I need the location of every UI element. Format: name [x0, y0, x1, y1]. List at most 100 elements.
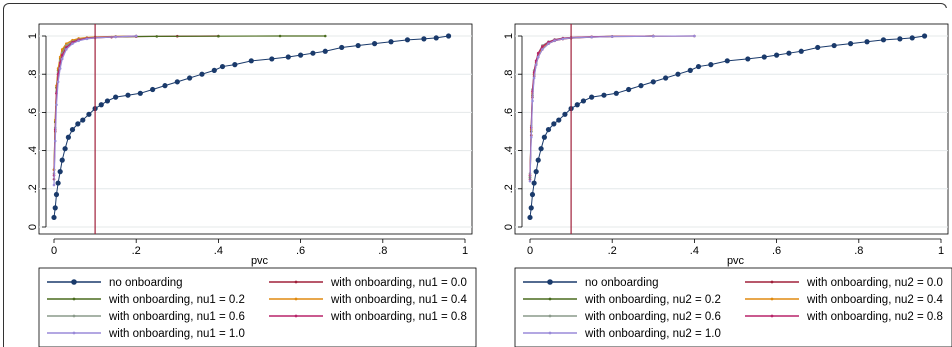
- data-point: [687, 67, 693, 73]
- x-tick-label: .2: [608, 245, 617, 257]
- data-point: [56, 80, 60, 84]
- x-tick-label: 0: [527, 245, 533, 257]
- data-point: [561, 37, 565, 41]
- legend-marker: [72, 297, 76, 301]
- data-point: [69, 126, 76, 133]
- data-point: [65, 48, 68, 51]
- data-point: [574, 102, 580, 108]
- legend-marker: [294, 297, 298, 301]
- data-point: [897, 36, 903, 42]
- legend-marker: [770, 314, 774, 318]
- data-point: [909, 35, 915, 41]
- data-point: [155, 35, 159, 38]
- y-tick-label: 1: [27, 33, 39, 39]
- data-point: [774, 52, 780, 58]
- data-point: [339, 44, 345, 51]
- legend-label: with onboarding, nu1 = 1.0: [108, 328, 245, 340]
- legend-marker: [548, 314, 552, 318]
- legend-marker: [72, 331, 76, 335]
- data-point: [533, 169, 539, 175]
- x-axis-label: pvc: [727, 255, 745, 267]
- data-point: [675, 71, 681, 77]
- x-axis-label: pvc: [251, 255, 269, 267]
- y-tick-label: .8: [27, 70, 39, 79]
- data-point: [538, 146, 544, 152]
- data-point: [232, 62, 238, 68]
- data-point: [536, 51, 540, 55]
- data-point: [745, 56, 751, 62]
- data-point: [150, 86, 156, 93]
- data-point: [137, 90, 143, 96]
- data-point: [211, 67, 217, 73]
- y-tick-label: .6: [503, 108, 515, 117]
- data-point: [278, 34, 282, 38]
- plot-area: [38, 23, 473, 235]
- data-point: [323, 34, 327, 38]
- legend-label: with onboarding, nu1 = 0.4: [330, 294, 467, 306]
- data-point: [65, 134, 71, 140]
- data-point: [529, 135, 533, 139]
- data-point: [298, 52, 304, 58]
- data-point: [880, 37, 887, 43]
- data-point: [134, 34, 138, 38]
- data-point: [626, 86, 632, 93]
- legend-box: [38, 267, 477, 347]
- data-point: [371, 41, 378, 47]
- data-point: [589, 94, 595, 100]
- data-point: [529, 191, 536, 198]
- data-point: [59, 157, 65, 163]
- x-tick-label: .4: [214, 245, 223, 257]
- legend-marker: [770, 280, 774, 284]
- data-point: [638, 83, 644, 89]
- x-tick-label: .6: [772, 245, 781, 257]
- legend-marker: [548, 297, 552, 301]
- data-point: [562, 111, 568, 117]
- data-point: [601, 92, 607, 98]
- data-point: [547, 42, 550, 45]
- data-point: [58, 67, 62, 70]
- data-point: [534, 63, 538, 66]
- data-point: [199, 71, 205, 77]
- data-point: [786, 50, 792, 56]
- data-point: [695, 63, 702, 70]
- data-point: [421, 36, 427, 42]
- data-point: [580, 98, 587, 104]
- legend-label: with onboarding, nu2 = 0.0: [806, 277, 943, 289]
- legend-label: with onboarding, nu2 = 0.6: [584, 311, 721, 323]
- legend-label: with onboarding, nu2 = 0.2: [584, 294, 721, 306]
- legend-label: with onboarding, nu1 = 0.8: [330, 311, 467, 323]
- data-point: [98, 102, 104, 108]
- data-point: [162, 83, 168, 89]
- plot-area: [514, 23, 949, 235]
- data-point: [528, 179, 532, 183]
- data-point: [80, 117, 86, 123]
- data-point: [404, 37, 411, 43]
- data-point: [217, 34, 220, 38]
- y-tick-label: .4: [503, 146, 515, 155]
- legend-label: with onboarding, nu2 = 0.4: [806, 294, 943, 306]
- data-point: [55, 103, 58, 107]
- data-point: [590, 35, 593, 39]
- data-point: [53, 191, 60, 198]
- data-point: [532, 76, 536, 80]
- data-point: [114, 35, 117, 39]
- data-point: [52, 183, 56, 187]
- data-point: [531, 99, 534, 103]
- data-point: [85, 37, 89, 41]
- data-point: [650, 79, 656, 85]
- data-point: [113, 94, 119, 100]
- legend-marker: [547, 279, 553, 285]
- y-tick-label: .2: [503, 184, 515, 193]
- data-point: [433, 35, 439, 41]
- data-point: [535, 157, 541, 163]
- data-point: [65, 42, 68, 45]
- data-point: [815, 44, 821, 51]
- data-point: [77, 39, 80, 43]
- data-point: [556, 117, 562, 123]
- data-point: [652, 34, 655, 38]
- legend-marker: [770, 297, 774, 301]
- x-tick-label: .8: [378, 245, 387, 257]
- legend-box: [514, 267, 952, 347]
- data-point: [53, 139, 57, 143]
- data-point: [174, 79, 180, 85]
